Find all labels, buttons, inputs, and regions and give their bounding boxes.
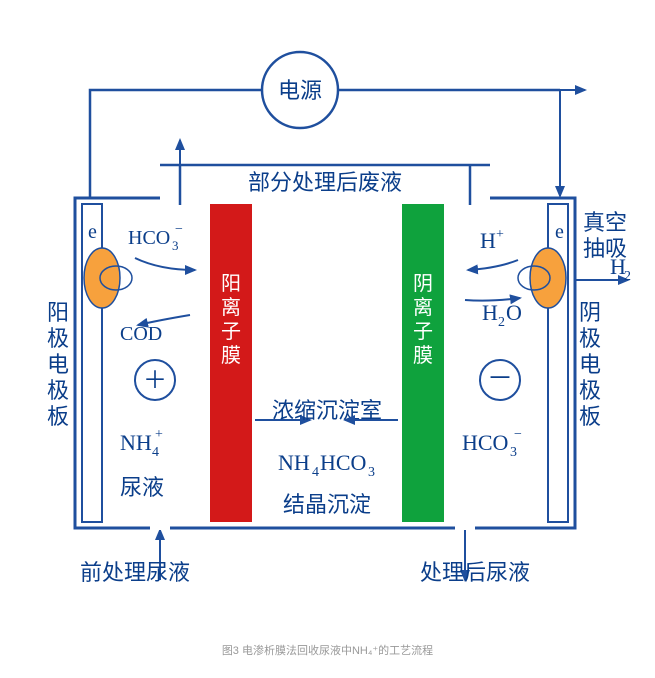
svg-text:e: e [555, 221, 564, 243]
svg-text:尿液: 尿液 [120, 475, 164, 500]
svg-text:＋: ＋ [143, 368, 167, 394]
svg-text:阴: 阴 [579, 300, 601, 325]
svg-text:电源: 电源 [278, 78, 322, 103]
svg-text:膜: 膜 [413, 344, 433, 367]
svg-text:极: 极 [47, 326, 69, 351]
svg-text:−: − [175, 222, 183, 237]
svg-text:电: 电 [579, 352, 601, 377]
svg-text:阴: 阴 [413, 272, 433, 295]
svg-text:子: 子 [413, 321, 433, 343]
svg-text:2: 2 [498, 315, 505, 330]
svg-text:子: 子 [221, 321, 241, 343]
svg-text:前处理尿液: 前处理尿液 [80, 560, 190, 585]
svg-text:2: 2 [624, 269, 631, 284]
svg-text:NH: NH [120, 430, 152, 455]
svg-text:极: 极 [47, 378, 69, 403]
svg-text:HCO: HCO [320, 450, 366, 475]
svg-text:3: 3 [368, 465, 375, 480]
svg-text:4: 4 [152, 445, 159, 460]
diagram-svg: 电源ee部分处理后废液真空抽吸H2HCO3−COD＋NH4+尿液浓缩沉淀室NH4… [20, 20, 635, 600]
svg-text:真空: 真空 [583, 210, 627, 235]
svg-text:结晶沉淀: 结晶沉淀 [283, 492, 371, 517]
svg-text:+: + [496, 227, 504, 242]
svg-text:O: O [506, 300, 522, 325]
svg-text:膜: 膜 [221, 344, 241, 367]
svg-text:HCO: HCO [128, 227, 170, 249]
svg-text:−: − [514, 427, 522, 442]
svg-text:－: － [487, 364, 513, 393]
svg-text:HCO: HCO [462, 430, 508, 455]
svg-text:+: + [155, 427, 163, 442]
svg-text:部分处理后废液: 部分处理后废液 [248, 170, 402, 195]
svg-text:COD: COD [120, 323, 162, 345]
svg-text:极: 极 [579, 378, 601, 403]
svg-text:离: 离 [413, 296, 433, 319]
electrodialysis-diagram: 电源ee部分处理后废液真空抽吸H2HCO3−COD＋NH4+尿液浓缩沉淀室NH4… [20, 20, 635, 634]
svg-text:4: 4 [312, 465, 319, 480]
svg-text:H: H [482, 300, 498, 325]
svg-text:3: 3 [172, 238, 179, 253]
svg-text:极: 极 [579, 326, 601, 351]
svg-text:3: 3 [510, 445, 517, 460]
svg-text:NH: NH [278, 450, 310, 475]
svg-text:阳: 阳 [47, 300, 69, 325]
svg-text:板: 板 [579, 404, 601, 429]
svg-text:板: 板 [47, 404, 69, 429]
svg-text:电: 电 [47, 352, 69, 377]
svg-text:阳: 阳 [221, 272, 241, 295]
svg-text:e: e [88, 221, 97, 243]
svg-text:处理后尿液: 处理后尿液 [420, 560, 530, 585]
svg-text:H: H [480, 228, 496, 253]
svg-text:离: 离 [221, 296, 241, 319]
figure-caption: 图3 电渗析膜法回收尿液中NH₄⁺的工艺流程 [20, 642, 635, 658]
